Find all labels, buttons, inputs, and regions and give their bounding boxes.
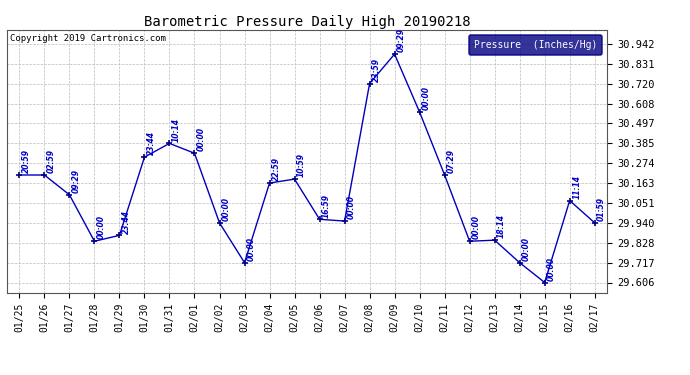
Text: 09:29: 09:29 xyxy=(72,169,81,193)
Text: 11:14: 11:14 xyxy=(572,175,581,199)
Text: 20:59: 20:59 xyxy=(22,149,31,173)
Text: 10:59: 10:59 xyxy=(297,153,306,177)
Text: 00:00: 00:00 xyxy=(222,197,231,221)
Text: 00:00: 00:00 xyxy=(197,128,206,152)
Text: 16:59: 16:59 xyxy=(322,194,331,217)
Text: 23:59: 23:59 xyxy=(372,58,381,82)
Text: 00:00: 00:00 xyxy=(247,237,256,261)
Text: 22:59: 22:59 xyxy=(272,157,281,181)
Text: 00:00: 00:00 xyxy=(522,237,531,261)
Text: 01:59: 01:59 xyxy=(598,197,607,221)
Text: 23:44: 23:44 xyxy=(147,131,156,155)
Legend: Pressure  (Inches/Hg): Pressure (Inches/Hg) xyxy=(469,35,602,55)
Text: 00:00: 00:00 xyxy=(347,195,356,219)
Text: Copyright 2019 Cartronics.com: Copyright 2019 Cartronics.com xyxy=(10,34,166,43)
Text: 09:29: 09:29 xyxy=(397,28,406,53)
Text: 00:00: 00:00 xyxy=(547,257,556,281)
Text: 10:14: 10:14 xyxy=(172,118,181,142)
Text: 07:29: 07:29 xyxy=(447,149,456,173)
Text: 00:00: 00:00 xyxy=(97,216,106,240)
Text: 00:00: 00:00 xyxy=(472,216,481,240)
Text: 18:14: 18:14 xyxy=(497,214,506,238)
Text: 00:00: 00:00 xyxy=(422,86,431,110)
Text: 02:59: 02:59 xyxy=(47,149,56,173)
Title: Barometric Pressure Daily High 20190218: Barometric Pressure Daily High 20190218 xyxy=(144,15,471,29)
Text: 23:44: 23:44 xyxy=(122,210,131,234)
